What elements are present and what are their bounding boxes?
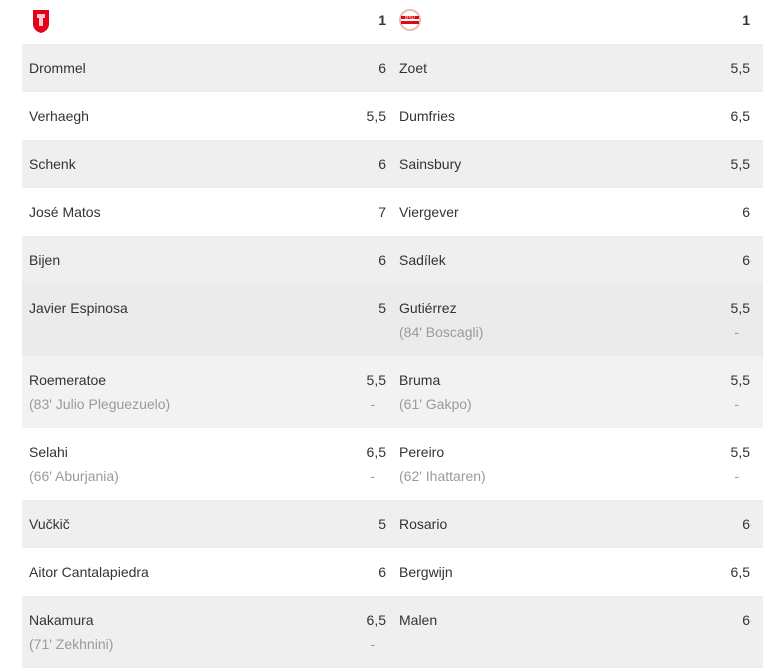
home-player-name: Schenk bbox=[29, 156, 76, 172]
away-player-rating: 6 bbox=[742, 252, 750, 268]
home-player-name: José Matos bbox=[29, 204, 101, 220]
away-player-name: Rosario bbox=[399, 516, 448, 532]
home-player-name: Bijen bbox=[29, 252, 61, 268]
home-substitute: (83' Julio Pleguezuelo) bbox=[29, 396, 171, 412]
away-player-name: Dumfries bbox=[399, 108, 456, 124]
table-row: Nakamura 6,5 Malen 6 (71' Zekhnini) - bbox=[22, 596, 763, 668]
table-row: Vučkič 5 Rosario 6 bbox=[22, 500, 763, 548]
away-player-rating: 5,5 bbox=[730, 60, 750, 76]
table-row: José Matos 7 Viergever 6 bbox=[22, 188, 763, 236]
home-player-rating: 5,5 bbox=[366, 108, 386, 124]
psv-logo-icon: PSV bbox=[398, 9, 422, 34]
home-player-rating: 6 bbox=[378, 60, 386, 76]
home-player-rating: 6,5 bbox=[366, 444, 386, 460]
home-player-rating: 5,5 bbox=[366, 372, 386, 388]
away-player-rating: 5,5 bbox=[730, 372, 750, 388]
away-substitute: (61' Gakpo) bbox=[399, 396, 472, 412]
home-substitute-rating: - bbox=[370, 396, 375, 412]
away-player-rating: 6 bbox=[742, 516, 750, 532]
home-player-rating: 5 bbox=[378, 516, 386, 532]
home-player-rating: 7 bbox=[378, 204, 386, 220]
table-row: Drommel 6 Zoet 5,5 bbox=[22, 44, 763, 92]
table-row: Selahi 6,5 Pereiro 5,5 (66' Aburjania) - (62' … bbox=[22, 428, 763, 500]
away-player-name: Malen bbox=[399, 612, 438, 628]
table-row: Aitor Cantalapiedra 6 Bergwijn 6,5 bbox=[22, 548, 763, 596]
home-player-name: Javier Espinosa bbox=[29, 300, 128, 316]
away-player-name: Sainsbury bbox=[399, 156, 462, 172]
home-player-rating: 5 bbox=[378, 300, 386, 316]
home-player-name: Selahi bbox=[29, 444, 68, 460]
away-substitute-rating: - bbox=[734, 324, 739, 340]
home-score: 1 bbox=[378, 12, 386, 28]
away-player-name: Bruma bbox=[399, 372, 441, 388]
home-substitute-rating: - bbox=[370, 636, 375, 652]
home-player-name: Roemeratoe bbox=[29, 372, 107, 388]
away-player-rating: 6 bbox=[742, 204, 750, 220]
away-score: 1 bbox=[742, 12, 750, 28]
away-player-name: Viergever bbox=[399, 204, 459, 220]
away-player-rating: 6,5 bbox=[730, 108, 750, 124]
home-player-name: Verhaegh bbox=[29, 108, 89, 124]
table-row: Verhaegh 5,5 Dumfries 6,5 bbox=[22, 92, 763, 140]
away-player-rating: 5,5 bbox=[730, 444, 750, 460]
player-ratings-table: 1 PSV 1 Drommel 6 Zoet 5,5 Verhaegh 5,5 Dumfri… bbox=[22, 0, 763, 668]
table-row: Roemeratoe 5,5 Bruma 5,5 (83' Julio Pleguezu… bbox=[22, 356, 763, 428]
away-player-rating: 6 bbox=[742, 612, 750, 628]
away-player-name: Gutiérrez bbox=[399, 300, 457, 316]
svg-text:PSV: PSV bbox=[405, 16, 416, 22]
table-row: Javier Espinosa 5 Gutiérrez 5,5 (84' Boscagl… bbox=[22, 284, 763, 356]
home-player-name: Aitor Cantalapiedra bbox=[29, 564, 149, 580]
home-player-name: Nakamura bbox=[29, 612, 94, 628]
away-substitute: (84' Boscagli) bbox=[399, 324, 484, 340]
away-player-name: Bergwijn bbox=[399, 564, 453, 580]
home-substitute-rating: - bbox=[370, 468, 375, 484]
home-substitute: (71' Zekhnini) bbox=[29, 636, 114, 652]
table-row: Bijen 6 Sadílek 6 bbox=[22, 236, 763, 284]
away-substitute-rating: - bbox=[734, 396, 739, 412]
away-player-name: Zoet bbox=[399, 60, 428, 76]
table-row: Schenk 6 Sainsbury 5,5 bbox=[22, 140, 763, 188]
home-player-name: Vučkič bbox=[29, 516, 70, 532]
away-player-rating: 5,5 bbox=[730, 156, 750, 172]
away-player-rating: 5,5 bbox=[730, 300, 750, 316]
header-row: 1 PSV 1 bbox=[22, 0, 763, 44]
away-substitute: (62' Ihattaren) bbox=[399, 468, 486, 484]
away-player-name: Pereiro bbox=[399, 444, 445, 460]
home-substitute: (66' Aburjania) bbox=[29, 468, 119, 484]
home-player-rating: 6 bbox=[378, 564, 386, 580]
away-substitute-rating: - bbox=[734, 468, 739, 484]
home-player-rating: 6 bbox=[378, 156, 386, 172]
home-player-rating: 6,5 bbox=[366, 612, 386, 628]
away-player-rating: 6,5 bbox=[730, 564, 750, 580]
home-player-rating: 6 bbox=[378, 252, 386, 268]
fc-twente-logo-icon bbox=[31, 8, 51, 37]
home-player-name: Drommel bbox=[29, 60, 86, 76]
away-player-name: Sadílek bbox=[399, 252, 446, 268]
